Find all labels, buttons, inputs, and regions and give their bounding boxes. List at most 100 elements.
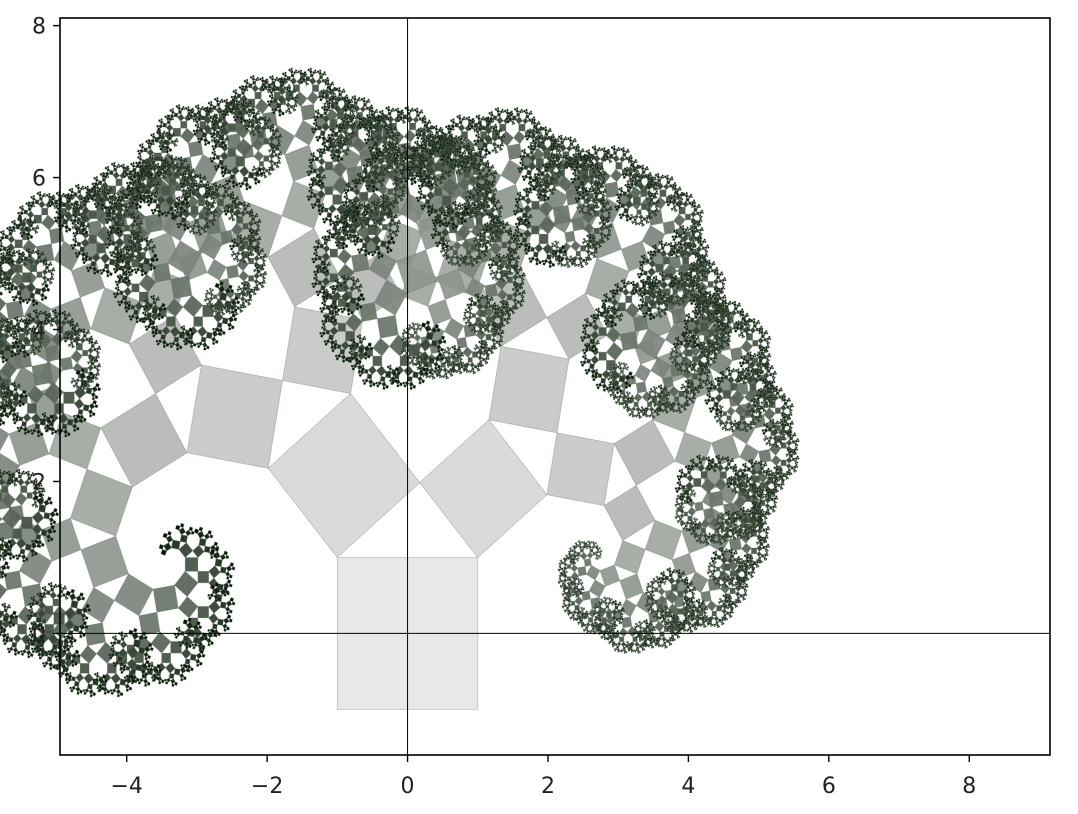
tree-square bbox=[539, 170, 545, 177]
tree-square bbox=[178, 527, 187, 536]
tree-square bbox=[197, 198, 205, 207]
tree-square bbox=[151, 306, 159, 315]
tree-square bbox=[759, 465, 765, 471]
tree-square bbox=[27, 206, 32, 212]
tree-square bbox=[124, 224, 131, 232]
tree-square bbox=[479, 309, 487, 318]
tree-square bbox=[496, 112, 502, 118]
tree-square bbox=[690, 232, 696, 237]
tree-square bbox=[173, 112, 179, 118]
tree-square bbox=[179, 534, 188, 544]
tree-square bbox=[105, 197, 110, 202]
tree-square bbox=[711, 434, 741, 466]
tree-square bbox=[679, 513, 685, 519]
tree-square bbox=[529, 246, 536, 253]
tree-square bbox=[248, 241, 254, 247]
tree-square bbox=[80, 535, 130, 589]
tree-square bbox=[90, 260, 97, 268]
tree-square bbox=[12, 393, 20, 402]
tree-square bbox=[64, 653, 72, 662]
tree-square bbox=[284, 144, 319, 182]
tree-square bbox=[34, 600, 40, 606]
tree-square bbox=[491, 141, 498, 148]
tree-square bbox=[531, 200, 540, 210]
tree-square bbox=[737, 514, 744, 521]
tree-square bbox=[659, 631, 665, 637]
tree-square bbox=[785, 456, 793, 464]
tree-square bbox=[442, 366, 449, 374]
tree-square bbox=[405, 335, 411, 341]
tree-square bbox=[26, 210, 35, 219]
tree-square bbox=[0, 427, 10, 452]
tree-square bbox=[54, 403, 64, 414]
tree-square bbox=[227, 147, 237, 157]
tree-square bbox=[272, 97, 279, 104]
tree-square bbox=[366, 373, 373, 380]
tree-square bbox=[727, 515, 732, 521]
tree-square bbox=[570, 600, 576, 606]
tree-square bbox=[49, 591, 58, 600]
tree-square bbox=[337, 92, 343, 98]
tree-square bbox=[570, 563, 579, 573]
tree-square bbox=[521, 236, 528, 244]
tree-square bbox=[114, 683, 121, 690]
tree-square bbox=[263, 137, 270, 145]
tree-square bbox=[170, 275, 193, 300]
tree-square bbox=[372, 205, 378, 211]
tree-square bbox=[403, 365, 415, 377]
tree-square bbox=[79, 663, 90, 674]
tree-square bbox=[285, 101, 292, 109]
tree-square bbox=[427, 154, 433, 160]
tree-square bbox=[439, 235, 446, 243]
tree-square bbox=[673, 213, 686, 228]
tree-square bbox=[193, 316, 204, 327]
tree-square bbox=[684, 213, 691, 221]
tree-square bbox=[289, 76, 298, 86]
tree-square bbox=[680, 404, 685, 409]
tree-square bbox=[705, 304, 710, 310]
tree-square bbox=[507, 260, 512, 265]
tree-square bbox=[654, 587, 659, 593]
tree-square bbox=[700, 322, 709, 332]
tree-square bbox=[756, 544, 763, 552]
tree-square bbox=[673, 396, 680, 403]
tree-square bbox=[14, 492, 28, 506]
tree-square bbox=[0, 247, 3, 253]
tree-square bbox=[443, 317, 465, 340]
tree-square bbox=[328, 334, 335, 341]
tree-square bbox=[164, 662, 176, 674]
tree-square bbox=[28, 222, 34, 228]
tree-square bbox=[494, 131, 500, 137]
tree-square bbox=[453, 350, 458, 356]
tree-square bbox=[677, 590, 684, 598]
tree-square bbox=[229, 173, 236, 181]
tree-square bbox=[768, 435, 774, 441]
tree-square bbox=[700, 527, 707, 534]
tree-square bbox=[728, 528, 733, 533]
tree-square bbox=[721, 608, 728, 615]
tree-square bbox=[253, 278, 260, 285]
tree-square bbox=[197, 530, 205, 539]
tree-square bbox=[182, 635, 189, 642]
tree-square bbox=[0, 619, 4, 626]
tree-square bbox=[214, 187, 219, 193]
tree-square bbox=[138, 611, 161, 636]
tree-square bbox=[745, 558, 751, 564]
tree-square bbox=[242, 206, 248, 212]
tree-square bbox=[1, 485, 9, 494]
tree-square bbox=[49, 587, 55, 593]
tree-square bbox=[289, 104, 294, 109]
tree-square bbox=[88, 210, 98, 220]
tree-square bbox=[40, 517, 82, 562]
tree-square bbox=[309, 73, 314, 78]
tree-square bbox=[618, 627, 629, 638]
tree-square bbox=[633, 401, 639, 408]
tree-square bbox=[586, 333, 592, 340]
tree-square bbox=[337, 248, 352, 265]
tree-square bbox=[125, 250, 130, 256]
tree-square bbox=[691, 355, 698, 363]
tree-square bbox=[605, 341, 624, 361]
tree-square bbox=[152, 300, 157, 305]
tree-square bbox=[85, 337, 90, 342]
tree-square bbox=[61, 201, 67, 208]
